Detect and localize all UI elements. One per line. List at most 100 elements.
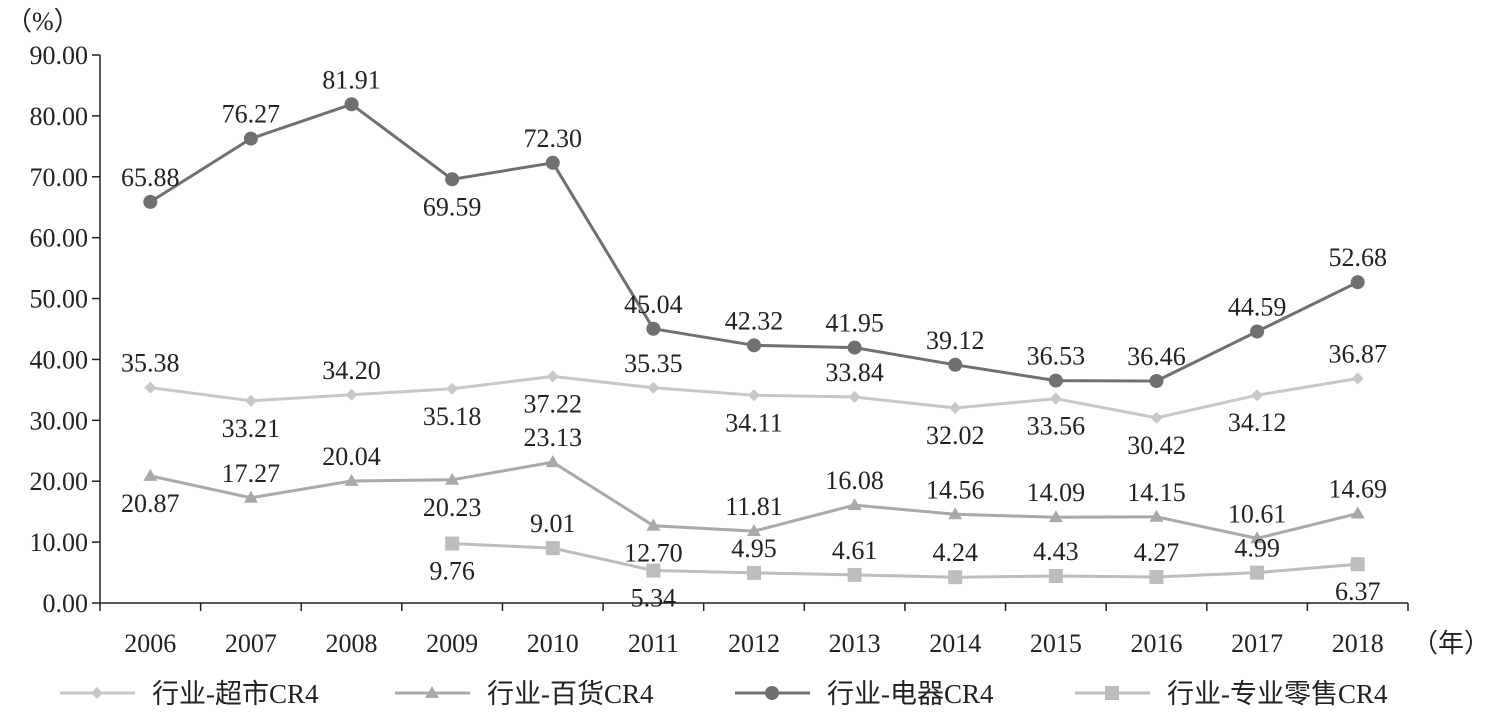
data-label: 81.91: [322, 65, 381, 94]
data-point-circle: [243, 131, 258, 146]
series-triangle: [143, 455, 1365, 544]
x-tick-label: 2012: [728, 629, 780, 658]
y-tick-label: 50.00: [30, 285, 89, 314]
data-point-triangle: [344, 473, 359, 486]
data-point-square: [948, 570, 963, 585]
data-label: 9.76: [429, 557, 475, 586]
data-label: 16.08: [825, 466, 884, 495]
data-label: 23.13: [524, 423, 583, 452]
data-label: 6.37: [1335, 577, 1381, 606]
data-label: 30.42: [1127, 431, 1186, 460]
data-point-square: [646, 563, 661, 578]
data-point-circle: [847, 340, 862, 355]
series-diamond: [144, 370, 1364, 424]
legend-label: 行业-电器CR4: [827, 679, 994, 709]
data-label: 12.70: [624, 539, 683, 568]
data-label: 4.95: [731, 534, 777, 563]
data-point-triangle: [425, 686, 439, 698]
data-label: 33.21: [222, 414, 281, 443]
data-label: 41.95: [825, 309, 884, 338]
plot-area: [143, 97, 1365, 585]
data-point-circle: [344, 97, 359, 112]
data-point-triangle: [847, 498, 862, 510]
y-tick-label: 0.00: [43, 589, 89, 618]
x-tick-label: 2011: [628, 629, 679, 658]
data-label: 32.02: [926, 421, 985, 450]
data-point-circle: [765, 686, 779, 700]
data-label: 11.81: [725, 492, 783, 521]
y-axis-unit-label: （%）: [6, 7, 80, 36]
data-point-triangle: [545, 455, 560, 468]
data-point-diamond: [949, 402, 962, 415]
data-label: 72.30: [524, 124, 583, 153]
data-label: 4.43: [1033, 537, 1079, 566]
data-point-diamond: [345, 388, 358, 401]
data-point-diamond: [91, 687, 103, 699]
legend: 行业-超市CR4 行业-百货CR4 行业-电器CR4 行业-专业零售CR4: [60, 679, 1388, 709]
y-tick-label: 60.00: [30, 224, 89, 253]
data-point-circle: [545, 155, 560, 170]
y-ticks: 0.00 10.00 20.00 30.00 40.00 50.00 60.00 70.00 8…: [30, 41, 100, 618]
data-label: 20.23: [423, 493, 482, 522]
series-square: [445, 536, 1365, 585]
data-label: 5.34: [631, 583, 677, 612]
data-label: 4.99: [1234, 534, 1280, 563]
data-label: 69.59: [423, 192, 482, 221]
data-label: 20.04: [322, 442, 381, 471]
data-point-triangle: [1250, 531, 1265, 544]
x-tick-label: 2018: [1332, 629, 1384, 658]
y-tick-label: 90.00: [30, 41, 89, 70]
legend-item: 行业-百货CR4: [395, 679, 654, 709]
y-tick-label: 70.00: [30, 163, 89, 192]
data-point-diamond: [647, 381, 660, 394]
legend-label: 行业-超市CR4: [152, 679, 319, 709]
series-circle: [143, 97, 1365, 388]
data-label: 65.88: [121, 163, 180, 192]
legend-label: 行业-专业零售CR4: [1167, 679, 1388, 709]
data-label: 35.18: [423, 402, 482, 431]
y-tick-label: 10.00: [30, 528, 89, 557]
data-label: 39.12: [926, 326, 985, 355]
data-point-square: [847, 567, 862, 582]
data-point-triangle: [445, 472, 460, 485]
data-label: 10.61: [1228, 499, 1287, 528]
data-point-triangle: [1149, 509, 1164, 522]
x-tick-label: 2017: [1231, 629, 1283, 658]
x-tick-label: 2006: [124, 629, 176, 658]
data-point-circle: [1250, 324, 1265, 339]
data-label: 76.27: [222, 100, 281, 129]
data-point-square: [1105, 686, 1119, 700]
legend-item: 行业-专业零售CR4: [1075, 679, 1388, 709]
x-ticks: 2006 2007 2008 2009 2010 2011 2012 2013 2014 2015…: [99, 603, 1409, 658]
x-axis-unit-label: （年）: [1412, 629, 1490, 658]
data-point-circle: [747, 338, 761, 353]
x-tick-label: 2016: [1130, 629, 1182, 658]
data-label: 34.11: [725, 408, 783, 437]
data-label: 37.22: [524, 389, 583, 418]
data-point-diamond: [848, 390, 861, 403]
data-point-diamond: [446, 382, 459, 395]
data-label: 20.87: [121, 489, 180, 518]
data-point-circle: [1350, 275, 1365, 290]
data-point-circle: [445, 172, 460, 187]
data-label: 4.24: [932, 538, 978, 567]
data-point-square: [747, 565, 761, 580]
data-point-circle: [143, 194, 158, 209]
data-point-square: [1149, 570, 1164, 585]
x-tick-label: 2008: [326, 629, 378, 658]
data-label: 34.20: [322, 356, 381, 385]
data-label: 36.46: [1127, 342, 1186, 371]
data-label: 9.01: [530, 509, 576, 538]
data-point-diamond: [1049, 392, 1062, 405]
data-point-circle: [1149, 373, 1164, 388]
data-label: 17.27: [222, 459, 281, 488]
data-point-circle: [948, 357, 963, 372]
data-label: 4.61: [832, 536, 878, 565]
data-label: 14.56: [926, 475, 985, 504]
x-tick-label: 2010: [527, 629, 579, 658]
data-point-diamond: [1150, 411, 1163, 424]
data-point-diamond: [546, 370, 559, 383]
x-tick-label: 2015: [1030, 629, 1082, 658]
x-tick-label: 2007: [225, 629, 277, 658]
series-line: [452, 542, 1358, 579]
